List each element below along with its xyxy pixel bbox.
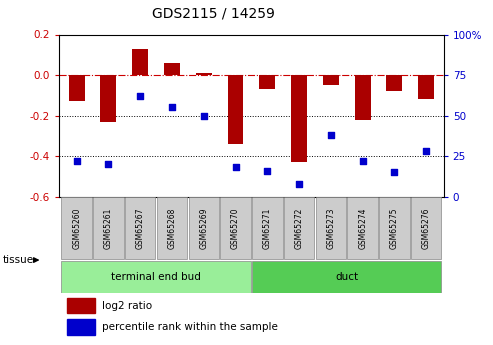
Text: terminal end bud: terminal end bud [111, 272, 201, 282]
Text: GSM65268: GSM65268 [168, 207, 176, 249]
Bar [67, 298, 95, 313]
Point [295, 181, 303, 186]
Bar [348, 197, 378, 259]
Point [359, 158, 367, 164]
Bar [62, 197, 92, 259]
Point [263, 168, 271, 174]
Text: duct: duct [335, 272, 358, 282]
Bar [228, 75, 244, 144]
Text: tissue: tissue [2, 255, 34, 265]
Bar [252, 197, 282, 259]
Text: GSM65270: GSM65270 [231, 207, 240, 249]
Bar [411, 197, 441, 259]
Bar [387, 75, 402, 91]
Bar [252, 262, 441, 293]
Text: GSM65261: GSM65261 [104, 207, 113, 249]
Text: GSM65276: GSM65276 [422, 207, 431, 249]
Bar [316, 197, 346, 259]
Bar [67, 319, 95, 335]
Bar [418, 75, 434, 99]
Text: GSM65272: GSM65272 [295, 207, 304, 249]
Point [72, 158, 80, 164]
Point [423, 148, 430, 154]
Point [168, 105, 176, 110]
Bar [132, 49, 148, 75]
Bar [196, 73, 211, 75]
Bar [69, 75, 85, 101]
Bar [379, 197, 410, 259]
Bar [125, 197, 155, 259]
Point [232, 165, 240, 170]
Text: GSM65269: GSM65269 [199, 207, 208, 249]
Bar [323, 75, 339, 85]
Bar [220, 197, 251, 259]
Point [136, 93, 144, 99]
Point [105, 161, 112, 167]
Point [200, 113, 208, 118]
Bar [284, 197, 315, 259]
Bar [355, 75, 371, 120]
Text: GSM65275: GSM65275 [390, 207, 399, 249]
Point [327, 132, 335, 138]
Text: GSM65260: GSM65260 [72, 207, 81, 249]
Bar [164, 63, 180, 75]
Bar [157, 197, 187, 259]
Text: GSM65271: GSM65271 [263, 207, 272, 249]
Text: GSM65274: GSM65274 [358, 207, 367, 249]
Bar [291, 75, 307, 162]
Text: log2 ratio: log2 ratio [102, 301, 152, 311]
Text: GDS2115 / 14259: GDS2115 / 14259 [151, 7, 275, 21]
Text: percentile rank within the sample: percentile rank within the sample [102, 322, 278, 332]
Text: GSM65267: GSM65267 [136, 207, 145, 249]
Point [390, 169, 398, 175]
Bar [93, 197, 124, 259]
Bar [62, 262, 251, 293]
Bar [259, 75, 275, 89]
Text: GSM65273: GSM65273 [326, 207, 335, 249]
Bar [101, 75, 116, 122]
Bar [188, 197, 219, 259]
